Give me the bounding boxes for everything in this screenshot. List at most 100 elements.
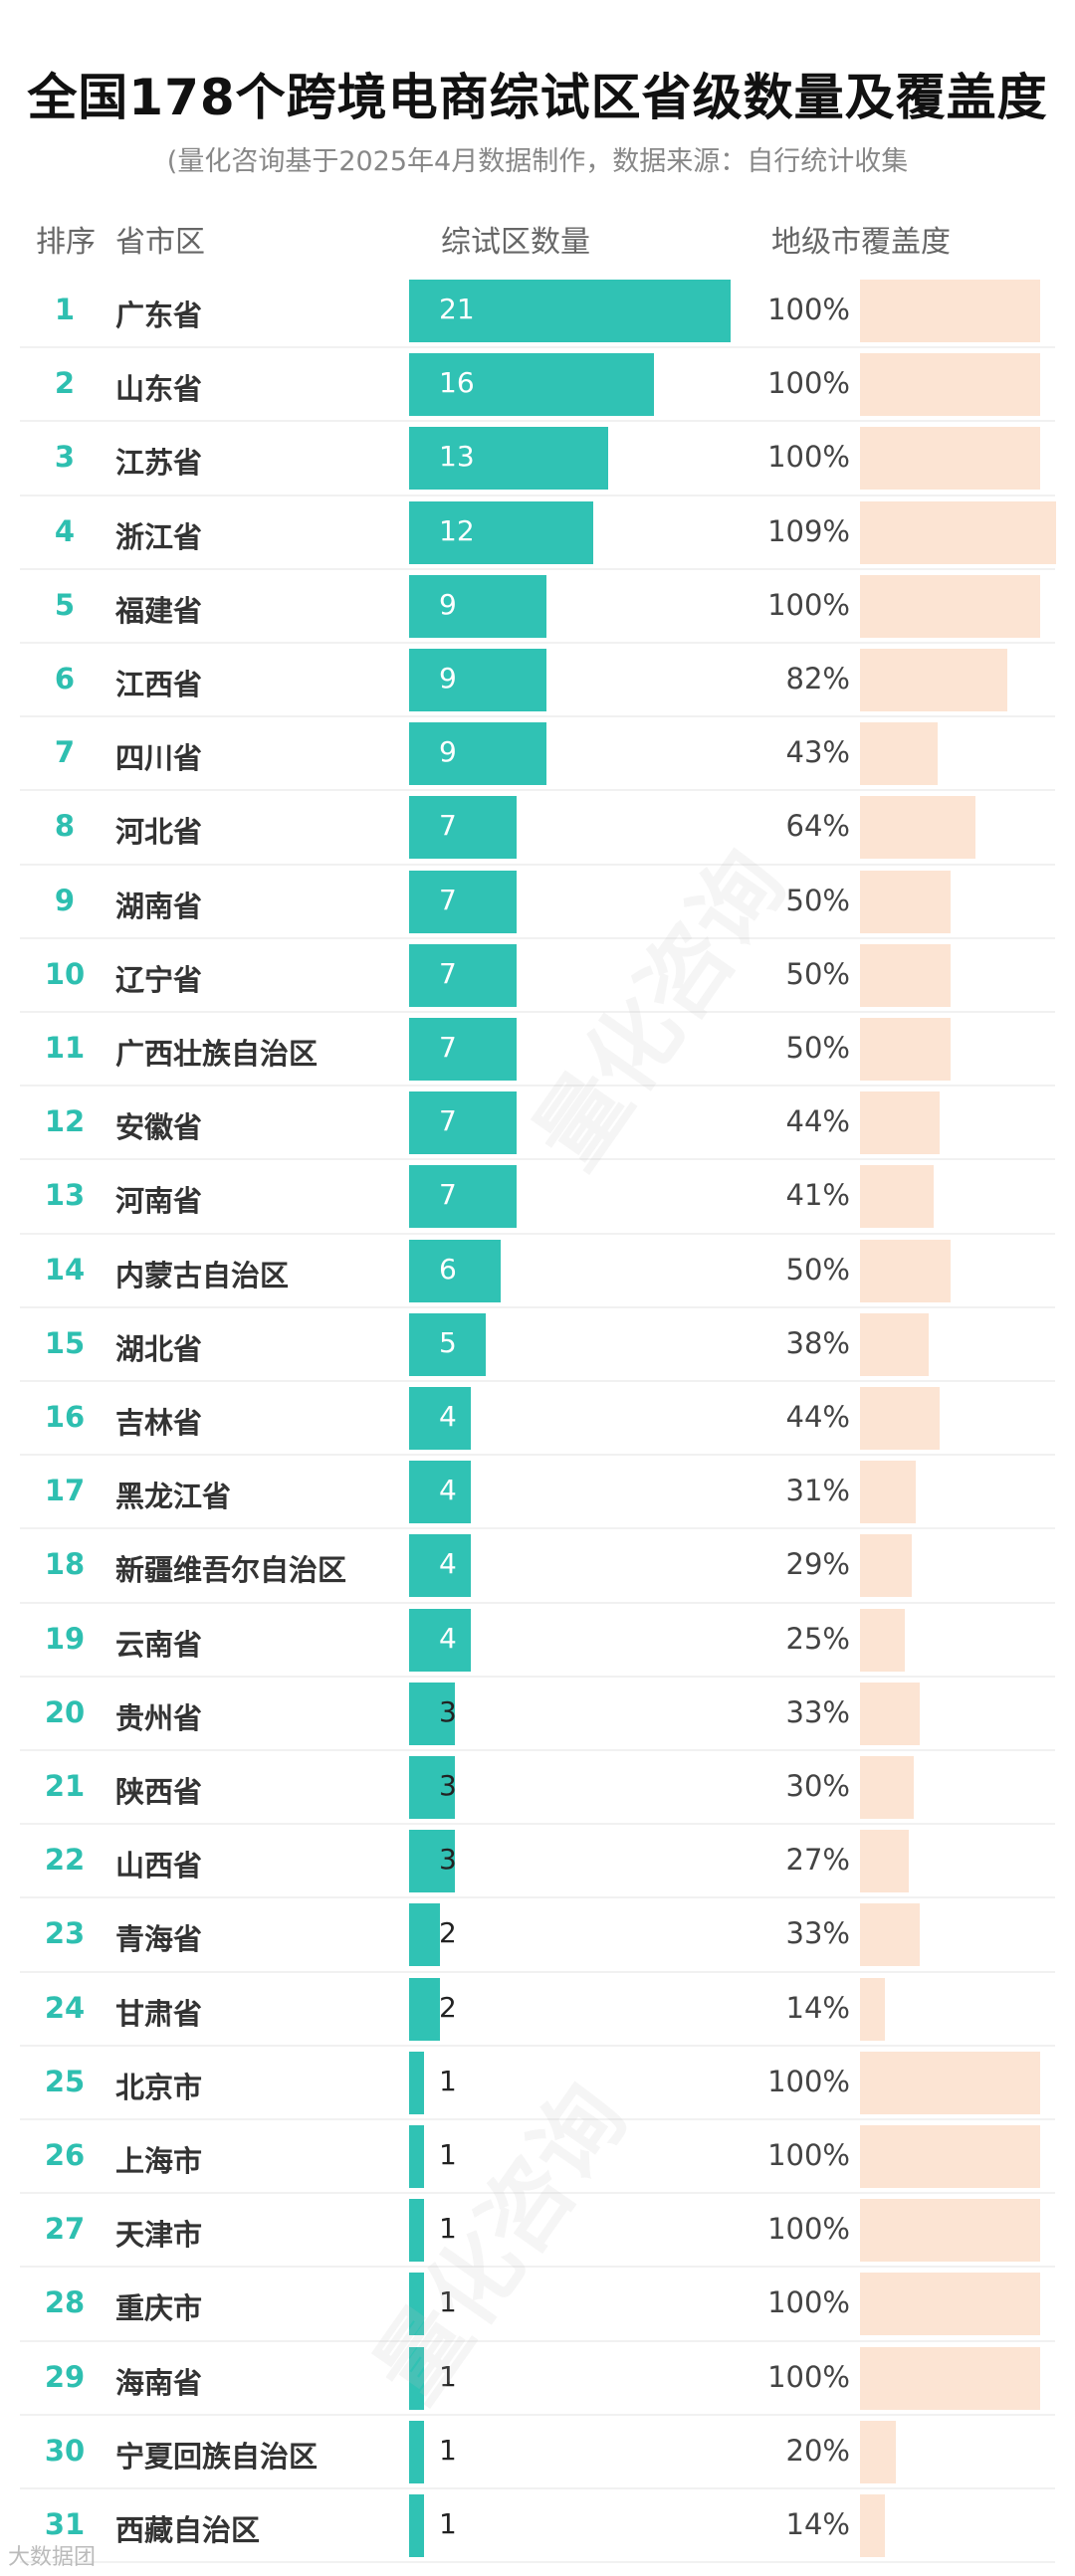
count-bar [409, 574, 547, 638]
coverage-label: 14% [785, 2507, 850, 2541]
table-row: 11 广西壮族自治区 7 50% [0, 1013, 1075, 1088]
count-bar [409, 1682, 456, 1745]
region-name: 湖南省 [115, 889, 203, 923]
count-bar [409, 722, 547, 786]
row-divider [20, 1379, 1055, 1382]
count-bar [409, 2346, 425, 2410]
chart-subtitle: (量化咨询基于2025年4月数据制作，数据来源：自行统计收集 [166, 146, 909, 177]
row-divider [20, 1158, 1055, 1161]
row-divider [20, 1085, 1055, 1088]
region-name: 甘肃省 [115, 1996, 203, 2031]
coverage-bar [860, 353, 1040, 417]
count-label: 3 [439, 1769, 457, 1802]
count-bar [409, 943, 517, 1007]
count-bar [409, 2125, 425, 2188]
coverage-bar [860, 2051, 1040, 2114]
coverage-label: 109% [767, 513, 850, 548]
coverage-bar [860, 722, 938, 786]
count-bar [409, 2494, 425, 2557]
coverage-bar [860, 1387, 940, 1450]
rank-label: 17 [44, 1474, 86, 1508]
coverage-bar [860, 1534, 913, 1598]
count-bar [409, 1756, 456, 1819]
coverage-label: 100% [767, 2212, 850, 2247]
table-row: 2 山东省 16 100% [0, 348, 1075, 423]
region-name: 云南省 [115, 1627, 203, 1662]
count-label: 16 [439, 366, 475, 400]
count-label: 4 [439, 1400, 457, 1433]
coverage-bar [860, 1682, 920, 1745]
rank-label: 18 [44, 1547, 86, 1582]
region-name: 内蒙古自治区 [115, 1258, 290, 1292]
row-divider [20, 1454, 1055, 1457]
coverage-label: 33% [785, 1694, 850, 1729]
count-label: 5 [439, 1325, 457, 1359]
rank-label: 29 [44, 2359, 86, 2394]
coverage-bar [860, 1165, 935, 1229]
coverage-label: 33% [785, 1916, 850, 1951]
region-name: 天津市 [115, 2218, 203, 2253]
row-divider [20, 2339, 1055, 2342]
count-label: 7 [439, 1178, 457, 1212]
count-label: 2 [439, 1990, 457, 2024]
coverage-label: 50% [785, 1252, 850, 1287]
region-name: 重庆市 [115, 2291, 203, 2326]
coverage-bar [860, 1091, 940, 1155]
row-divider [20, 2561, 1055, 2564]
count-label: 4 [439, 1621, 457, 1655]
table-row: 1 广东省 21 100% [0, 275, 1075, 349]
table-row: 17 黑龙江省 4 31% [0, 1456, 1075, 1530]
rank-label: 26 [44, 2138, 86, 2172]
row-divider [20, 641, 1055, 644]
row-divider [20, 1232, 1055, 1235]
row-divider [20, 2413, 1055, 2416]
count-label: 3 [439, 1694, 457, 1728]
table-row: 21 陕西省 3 30% [0, 1751, 1075, 1826]
row-divider [20, 715, 1055, 718]
coverage-label: 44% [785, 1400, 850, 1434]
table-row: 22 山西省 3 27% [0, 1825, 1075, 1899]
region-name: 江西省 [115, 668, 203, 701]
count-bar [409, 1387, 471, 1450]
coverage-label: 82% [785, 662, 850, 695]
region-name: 山东省 [115, 372, 203, 407]
coverage-label: 100% [767, 587, 850, 622]
coverage-bar [860, 2420, 897, 2483]
region-name: 西藏自治区 [115, 2513, 261, 2547]
header-region: 省市区 [115, 225, 205, 260]
rank-label: 1 [54, 293, 76, 326]
row-divider [20, 1010, 1055, 1013]
region-name: 广东省 [115, 298, 203, 332]
coverage-bar [860, 1903, 920, 1967]
coverage-label: 14% [785, 1990, 850, 2025]
table-row: 15 湖北省 5 38% [0, 1308, 1075, 1382]
table-row: 9 湖南省 7 50% [0, 866, 1075, 939]
coverage-bar [860, 2346, 1040, 2410]
row-divider [20, 346, 1055, 349]
row-divider [20, 1748, 1055, 1751]
header-count: 综试区数量 [441, 225, 590, 260]
count-bar [409, 1903, 440, 1967]
rank-label: 25 [44, 2064, 86, 2098]
coverage-label: 25% [785, 1621, 850, 1656]
rank-label: 16 [44, 1400, 86, 1434]
table-row: 3 江苏省 13 100% [0, 422, 1075, 496]
row-divider [20, 1675, 1055, 1678]
table-row: 18 新疆维吾尔自治区 4 29% [0, 1529, 1075, 1604]
region-name: 吉林省 [115, 1406, 203, 1440]
row-divider [20, 494, 1055, 496]
table-row: 28 重庆市 1 100% [0, 2268, 1075, 2342]
rank-label: 20 [44, 1694, 86, 1729]
region-name: 黑龙江省 [115, 1480, 232, 1514]
row-divider [20, 420, 1055, 423]
table-row: 23 青海省 2 33% [0, 1898, 1075, 1973]
row-divider [20, 789, 1055, 792]
coverage-bar [860, 1608, 906, 1672]
count-bar [409, 796, 517, 860]
count-bar [409, 1608, 471, 1672]
count-label: 7 [439, 1104, 457, 1138]
coverage-bar [860, 1830, 909, 1893]
count-label: 21 [439, 293, 475, 325]
coverage-label: 27% [785, 1843, 850, 1878]
count-label: 1 [439, 2212, 457, 2246]
